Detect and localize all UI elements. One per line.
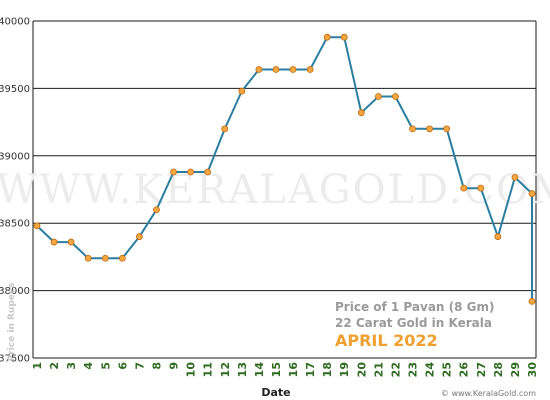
price-point: [33, 222, 41, 230]
y-axis-label: Price in Rupees: [7, 283, 17, 362]
price-point: [460, 184, 468, 192]
x-tick-label: 25: [441, 362, 454, 377]
price-point: [204, 168, 212, 176]
x-tick-label: 16: [287, 362, 300, 378]
price-point: [511, 173, 519, 181]
y-tick-label: 37500: [0, 354, 30, 365]
x-tick-label: 12: [219, 362, 232, 377]
x-tick-label: 5: [99, 362, 112, 370]
price-point: [392, 93, 399, 100]
price-point: [357, 109, 365, 117]
x-tick-label: 24: [424, 362, 437, 378]
x-tick-label: 11: [202, 362, 215, 377]
x-tick-label: 1: [31, 362, 44, 370]
price-point: [374, 93, 382, 100]
x-axis-label: Date: [261, 386, 290, 399]
price-point: [221, 125, 229, 133]
x-tick-label: 3: [65, 362, 78, 370]
grid-lines: [32, 20, 537, 359]
credit-text: © www.KeralaGold.com: [441, 389, 536, 398]
price-point: [426, 125, 433, 133]
price-point: [528, 190, 536, 197]
price-point: [84, 254, 92, 262]
price-point: [340, 33, 348, 41]
price-point: [272, 66, 280, 73]
x-tick-label: 29: [509, 362, 522, 377]
x-tick-label: 26: [458, 362, 471, 378]
price-point: [494, 233, 502, 241]
watermark-text: WWW.KERALAGOLD.COM: [0, 167, 550, 213]
x-tick-label: 30: [526, 362, 539, 378]
price-point: [289, 66, 297, 73]
x-tick-label: 6: [116, 362, 129, 370]
x-tick-label: 27: [475, 362, 488, 377]
x-tick-label: 7: [133, 362, 146, 370]
x-tick-label: 14: [253, 362, 266, 378]
price-point: [238, 87, 246, 95]
x-tick-label: 21: [372, 362, 385, 377]
y-axis-ticks: 37500 38000 38500 39000 39500 40000: [0, 17, 30, 365]
price-point: [136, 233, 143, 241]
price-point: [50, 238, 58, 246]
price-point: [306, 66, 314, 73]
x-tick-label: 4: [82, 362, 95, 370]
x-tick-label: 9: [168, 362, 181, 370]
x-tick-label: 22: [389, 362, 402, 377]
x-tick-label: 18: [321, 362, 334, 377]
x-tick-label: 28: [492, 362, 505, 377]
y-tick-label: 39500: [0, 84, 30, 95]
y-tick-label: 39000: [0, 151, 30, 162]
x-tick-label: 15: [270, 362, 283, 377]
price-point: [528, 297, 536, 305]
x-tick-label: 17: [304, 362, 317, 377]
y-tick-label: 38000: [0, 286, 30, 297]
price-point: [170, 168, 177, 176]
x-tick-label: 23: [407, 362, 420, 377]
info-pavan-text: Price of 1 Pavan (8 Gm): [335, 300, 495, 314]
price-point: [118, 254, 126, 262]
x-tick-label: 8: [150, 362, 163, 370]
info-carat-text: 22 Carat Gold in Kerala: [335, 316, 492, 330]
x-tick-label: 2: [48, 362, 61, 370]
price-point: [67, 238, 75, 246]
price-point: [443, 125, 451, 133]
x-tick-label: 10: [185, 362, 198, 378]
y-tick-label: 40000: [0, 17, 30, 28]
price-point: [153, 206, 160, 214]
price-point: [323, 33, 331, 41]
x-axis-ticks: 1 2 3 4 5 6 7 8 9 10 11 12 13 14 15 16 17 18 19 20 21 22 23 24 2…: [31, 362, 539, 378]
price-series: [33, 33, 536, 305]
price-point: [255, 66, 263, 73]
price-point: [187, 168, 195, 176]
x-tick-label: 20: [355, 362, 368, 378]
y-tick-label: 38500: [0, 219, 30, 230]
price-point: [477, 184, 485, 192]
x-tick-label: 13: [236, 362, 249, 377]
x-tick-label: 19: [338, 362, 351, 377]
price-point: [409, 125, 416, 133]
price-point: [101, 254, 109, 262]
info-month-text: APRIL 2022: [335, 331, 438, 350]
